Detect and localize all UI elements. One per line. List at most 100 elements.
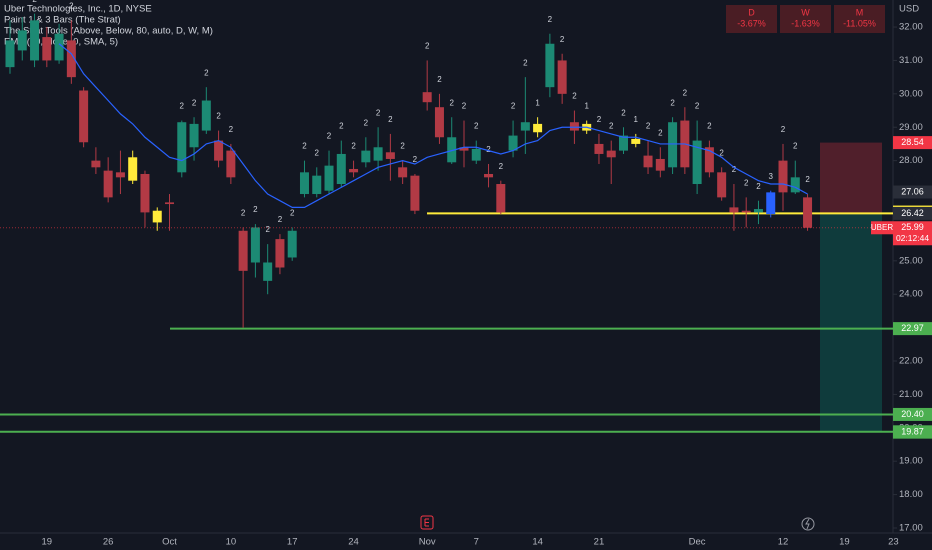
candle-body [385,152,395,159]
price-tag-label: 22.97 [901,323,924,333]
dividend-icon[interactable] [801,517,815,531]
strat-label: 2 [204,68,209,77]
strat-label: 1 [584,102,589,111]
candle-body [778,160,788,193]
y-tick-label: 29.00 [899,122,923,133]
x-tick-label: 26 [103,537,114,548]
candle-body [398,167,408,178]
x-tick-label: Nov [419,537,436,548]
timeframe-change: -11.05% [843,18,876,28]
candle-body [643,155,653,168]
countdown: 02:12:44 [896,233,929,243]
candle-body [165,202,175,205]
strat-label: 2 [327,132,332,141]
x-tick-label: 23 [888,537,899,548]
x-tick-label: 24 [348,537,359,548]
symbol-label: UBER [871,223,893,232]
candle-body [619,135,628,151]
candle-body [263,262,273,281]
strat-label: 2 [707,122,712,131]
candle-body [741,210,751,213]
candle-body [668,122,678,168]
candle-body [79,90,89,143]
candle-body [91,160,101,168]
price-tag [893,322,932,336]
candle-body [5,40,15,68]
candle-body [447,137,457,163]
candle-body [717,172,727,198]
strat-label: 2 [229,125,234,134]
strat-label: 1 [634,115,639,124]
y-tick-label: 22.00 [899,356,923,367]
y-tick-label: 19.00 [899,456,923,467]
candle-body [410,175,420,211]
y-tick-label: 31.00 [899,55,923,66]
strat-label: 2 [621,108,626,117]
candle-body [226,150,236,178]
strat-label: 2 [180,102,185,111]
candle-body [753,209,763,213]
strat-label: 2 [216,112,221,121]
candle-body [30,20,40,61]
strat-label: 2 [351,142,356,151]
x-tick-label: Oct [162,537,177,548]
strat-label: 2 [388,115,393,124]
strat-label: 2 [290,209,295,218]
candle-body [287,230,297,258]
candle-body [115,172,125,178]
candle-body [336,153,346,185]
target-zone [820,213,882,432]
strat-label: 2 [339,122,344,131]
strat-label: 2 [756,182,761,191]
price-tag [893,425,932,439]
strat-label: 2 [265,225,270,234]
candle-body [177,122,187,173]
candle-body [606,150,616,158]
candle-body [459,147,469,151]
last-price-label: 25.99 [901,222,924,232]
y-tick-label: 32.00 [899,22,923,33]
candle-body [766,192,776,215]
timeframe-label: W [801,7,810,17]
y-tick-label: 18.00 [899,489,923,500]
candle-body [508,135,518,151]
candle-body [803,197,813,228]
x-tick-label: 21 [594,537,605,548]
strat-label: 2 [695,102,700,111]
candle-body [299,172,309,195]
strat-label: 2 [670,98,675,107]
candle-body [533,123,543,133]
timeframe-change: -3.67% [737,18,766,28]
price-tag-label: 28.54 [901,137,924,147]
strat-label: 1 [535,98,540,107]
x-tick-label: 19 [839,537,850,548]
y-tick-label: 17.00 [899,523,923,534]
strat-label: 2 [413,155,418,164]
strat-label: 2 [658,128,663,137]
strat-label: 2 [278,215,283,224]
candle-body [189,123,199,148]
strat-label: 2 [732,165,737,174]
strat-label: 2 [805,175,810,184]
candle-body [569,122,579,131]
strat-label: 2 [253,205,258,214]
candle-body [790,177,800,193]
y-tick-label: 25.00 [899,255,923,266]
price-tag [893,136,932,150]
strat-label: 2 [364,118,369,127]
candle-body [422,92,432,103]
x-tick-label: Dec [689,537,706,548]
timeframe-change: -1.63% [791,18,820,28]
earnings-icon[interactable] [420,515,434,530]
candle-body [214,140,224,161]
strat-label: 2 [376,108,381,117]
currency: USD [899,4,919,15]
candle-body [545,43,555,88]
candle-body [520,122,530,131]
candle-body [496,184,506,213]
timeframe-box [780,5,831,33]
candle-body [152,210,162,223]
strat-label: 2 [609,122,614,131]
x-tick-label: 10 [226,537,237,548]
